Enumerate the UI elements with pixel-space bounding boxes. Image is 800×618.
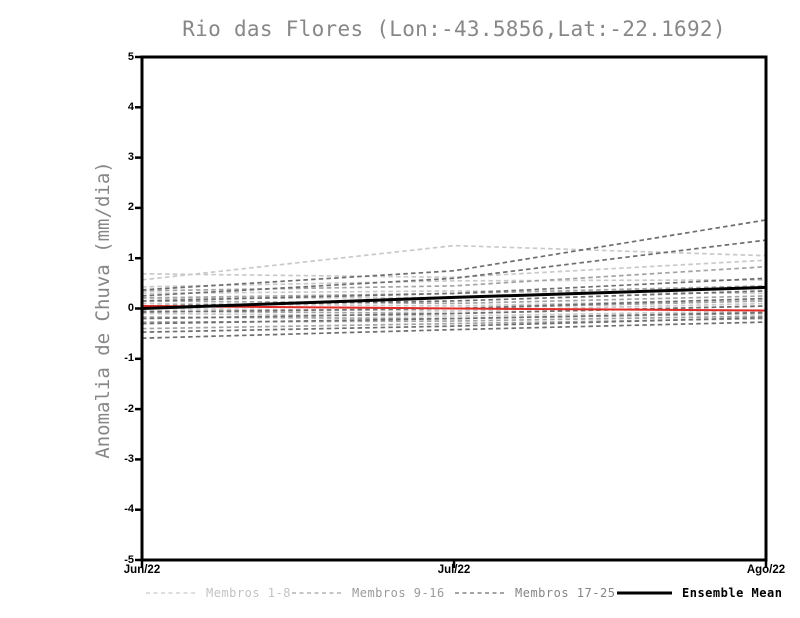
legend-label: Membros 17-25 [515, 586, 616, 600]
solid-line-sample-icon [617, 591, 672, 595]
member-line-group-3 [142, 316, 766, 333]
member-line-group-1 [142, 310, 766, 317]
member-line-group-3 [142, 239, 766, 297]
y-tick-label: 4 [127, 100, 134, 113]
y-tick-label: 3 [127, 151, 134, 164]
dashed-line-sample-icon [455, 592, 505, 594]
legend-item-4: Ensemble Mean [617, 584, 782, 602]
member-line-group-2 [142, 295, 766, 305]
member-line-group-1 [142, 290, 766, 295]
y-tick-label: 1 [127, 251, 134, 264]
series-group [142, 219, 766, 340]
y-tick-label: 2 [127, 201, 134, 214]
legend-label: Membros 9-16 [352, 586, 445, 600]
member-line-group-3 [142, 219, 766, 291]
legend-item-2: Membros 9-16 [292, 584, 445, 602]
legend: Membros 1-8 Membros 9-16 Membros 17-25 Ense… [0, 584, 800, 602]
legend-item-1: Membros 1-8 [146, 584, 291, 602]
legend-label: Membros 1-8 [206, 586, 291, 600]
legend-label: Ensemble Mean [682, 586, 783, 600]
ensemble-mean-line [142, 285, 766, 310]
member-line-group-3 [142, 277, 766, 302]
member-line-group-1 [142, 278, 766, 288]
member-line-group-3 [142, 311, 766, 325]
reference-line [142, 304, 766, 312]
x-tick-label: Jul/22 [437, 564, 471, 576]
legend-item-3: Membros 17-25 [455, 584, 615, 602]
y-tick-label: -5 [124, 553, 134, 566]
y-tick-label: 0 [127, 302, 134, 314]
member-line-group-3 [142, 305, 766, 320]
y-tick-label: -2 [124, 402, 134, 415]
y-tick-label: 5 [127, 50, 134, 63]
member-line-group-2 [142, 317, 766, 330]
dashed-line-sample-icon [146, 592, 196, 594]
member-line-group-3 [142, 321, 766, 340]
member-line-group-1 [142, 259, 766, 279]
x-tick-label: Ago/22 [746, 564, 786, 576]
dashed-line-sample-icon [292, 592, 342, 594]
chart-title: Rio das Flores (Lon:-43.5856,Lat:-22.169… [182, 17, 726, 41]
y-tick-label: -3 [124, 452, 134, 465]
member-line-group-1 [142, 302, 766, 312]
y-tick-label: -4 [124, 503, 134, 516]
y-tick-label: -1 [124, 352, 134, 365]
x-tick-label: Jun/22 [123, 564, 161, 576]
